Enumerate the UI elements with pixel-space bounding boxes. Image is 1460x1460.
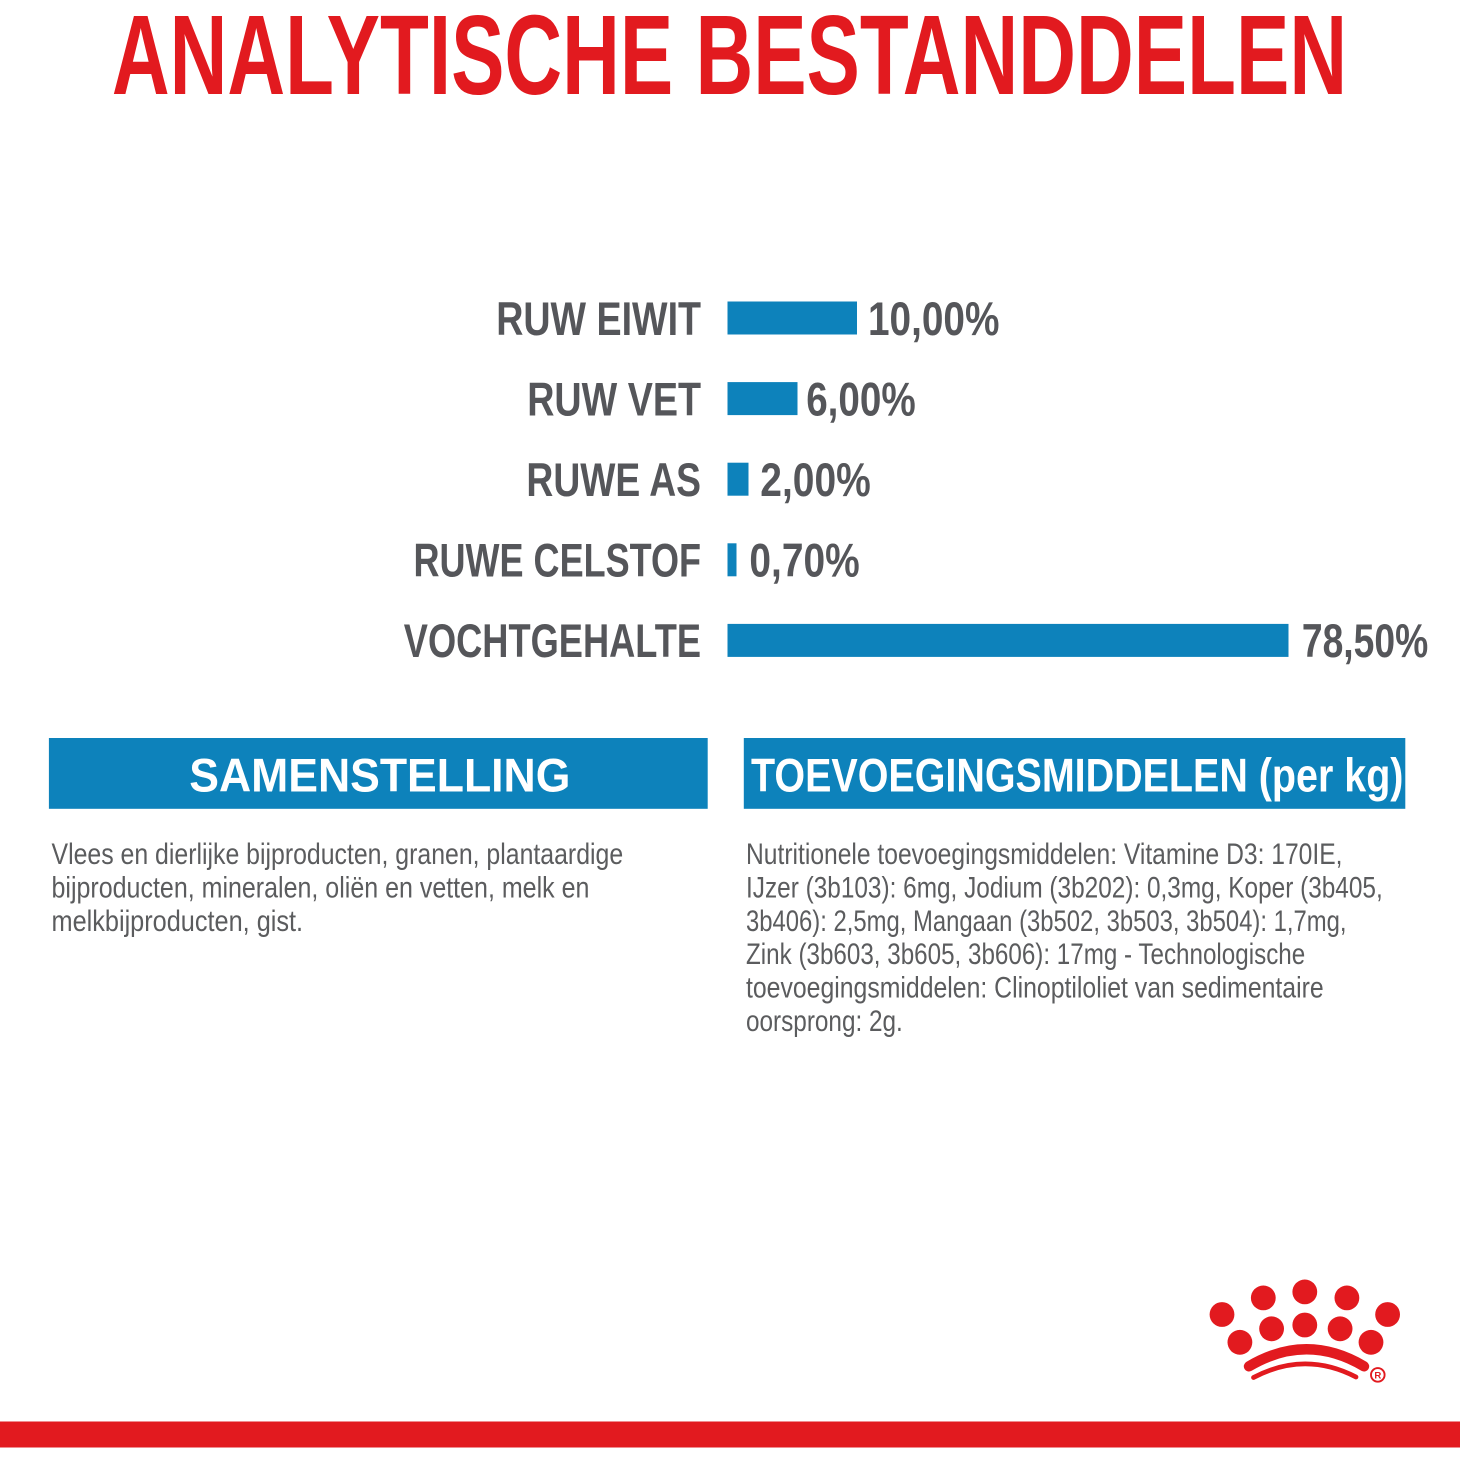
- svg-text:3b406): 2,5mg, Mangaan (3b502,: 3b406): 2,5mg, Mangaan (3b502, 3b503, 3b…: [746, 903, 1347, 937]
- svg-text:0,70%: 0,70%: [749, 535, 859, 587]
- svg-text:R: R: [1374, 1370, 1381, 1381]
- svg-text:10,00%: 10,00%: [868, 293, 999, 345]
- svg-text:6,00%: 6,00%: [806, 374, 916, 426]
- svg-text:Zink (3b603, 3b605, 3b606): 17: Zink (3b603, 3b605, 3b606): 17mg - Techn…: [746, 937, 1305, 971]
- svg-text:bijproducten, mineralen, oliën: bijproducten, mineralen, oliën en vetten…: [52, 870, 590, 904]
- svg-text:RUWE CELSTOF: RUWE CELSTOF: [414, 534, 701, 587]
- svg-text:Vlees en dierlijke bijproducte: Vlees en dierlijke bijproducten, granen,…: [52, 837, 624, 871]
- svg-text:toevoegingsmiddelen: Clinoptil: toevoegingsmiddelen: Clinoptiloliet van …: [746, 970, 1324, 1004]
- svg-text:ANALYTISCHE BESTANDDELEN: ANALYTISCHE BESTANDDELEN: [112, 0, 1347, 118]
- svg-text:RUWE AS: RUWE AS: [526, 454, 701, 506]
- svg-text:VOCHTGEHALTE: VOCHTGEHALTE: [404, 615, 701, 668]
- svg-text:Nutritionele toevoegingsmiddel: Nutritionele toevoegingsmiddelen: Vitami…: [746, 837, 1342, 871]
- svg-text:RUW VET: RUW VET: [527, 373, 701, 426]
- svg-text:2,00%: 2,00%: [760, 455, 870, 507]
- svg-text:RUW EIWIT: RUW EIWIT: [496, 293, 701, 346]
- svg-text:oorsprong: 2g.: oorsprong: 2g.: [746, 1004, 903, 1038]
- svg-text:SAMENSTELLING: SAMENSTELLING: [189, 749, 570, 801]
- svg-text:melkbijproducten, gist.: melkbijproducten, gist.: [52, 904, 304, 938]
- svg-text:IJzer (3b103): 6mg, Jodium (3b: IJzer (3b103): 6mg, Jodium (3b202): 0,3m…: [746, 870, 1383, 904]
- svg-text:78,50%: 78,50%: [1302, 615, 1428, 667]
- svg-text:TOEVOEGINGSMIDDELEN (per kg): TOEVOEGINGSMIDDELEN (per kg): [751, 750, 1403, 802]
